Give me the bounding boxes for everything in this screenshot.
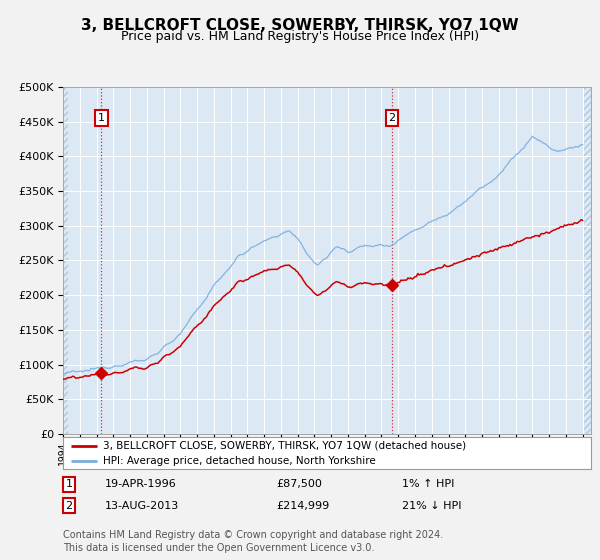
Text: 2: 2 (65, 501, 73, 511)
Bar (63, 87, 68, 434)
Bar (583, 87, 591, 434)
Text: 21% ↓ HPI: 21% ↓ HPI (402, 501, 461, 511)
Text: 1: 1 (65, 479, 73, 489)
Text: Price paid vs. HM Land Registry's House Price Index (HPI): Price paid vs. HM Land Registry's House … (121, 30, 479, 43)
Text: Contains HM Land Registry data © Crown copyright and database right 2024.
This d: Contains HM Land Registry data © Crown c… (63, 530, 443, 553)
Text: £214,999: £214,999 (276, 501, 329, 511)
Text: 1: 1 (98, 113, 105, 123)
Text: 1% ↑ HPI: 1% ↑ HPI (402, 479, 454, 489)
Text: 3, BELLCROFT CLOSE, SOWERBY, THIRSK, YO7 1QW (detached house): 3, BELLCROFT CLOSE, SOWERBY, THIRSK, YO7… (103, 441, 466, 451)
Text: 3, BELLCROFT CLOSE, SOWERBY, THIRSK, YO7 1QW: 3, BELLCROFT CLOSE, SOWERBY, THIRSK, YO7… (81, 18, 519, 33)
Text: £87,500: £87,500 (276, 479, 322, 489)
Text: 13-AUG-2013: 13-AUG-2013 (105, 501, 179, 511)
Text: 19-APR-1996: 19-APR-1996 (105, 479, 177, 489)
Text: HPI: Average price, detached house, North Yorkshire: HPI: Average price, detached house, Nort… (103, 455, 376, 465)
Text: 2: 2 (388, 113, 395, 123)
